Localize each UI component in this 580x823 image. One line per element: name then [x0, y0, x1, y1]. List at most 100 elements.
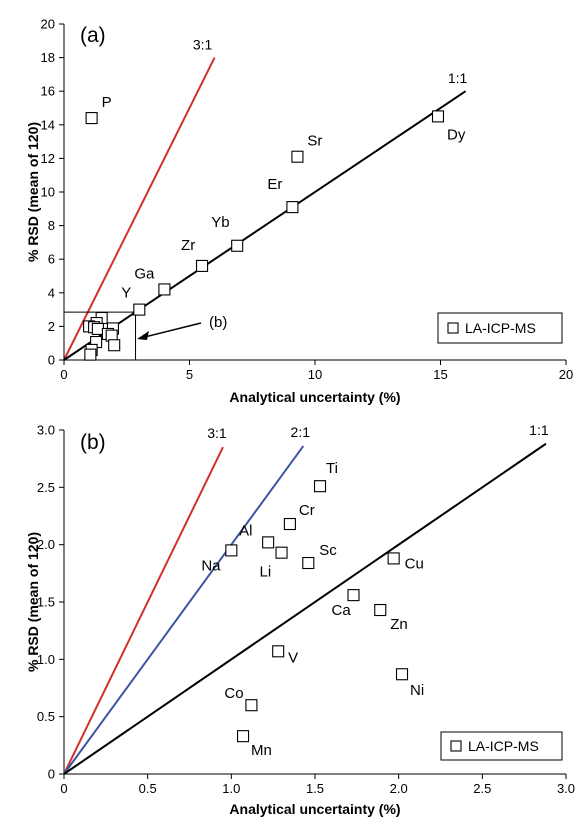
data-point-label: Mn [251, 742, 272, 759]
data-point-label: Zn [390, 616, 408, 633]
data-point-marker [225, 544, 238, 557]
y-tick-label: 16 [41, 84, 55, 99]
y-tick-label: 12 [41, 151, 55, 166]
data-point-marker [158, 283, 171, 296]
data-point-label: Sr [307, 133, 322, 150]
y-tick-label: 4 [48, 285, 55, 300]
ratio-line-label: 3:1 [207, 425, 227, 441]
data-point-label: Y [121, 285, 131, 302]
x-tick-label: 1.5 [306, 781, 324, 796]
data-point-label: Er [267, 176, 282, 193]
data-point-marker [286, 201, 299, 214]
y-tick-label: 8 [48, 218, 55, 233]
data-point-marker [231, 239, 244, 252]
data-point-label: Ni [410, 682, 424, 699]
y-tick-label: 18 [41, 50, 55, 65]
x-tick-label: 1.0 [222, 781, 240, 796]
y-tick-label: 6 [48, 252, 55, 267]
data-point-marker [395, 668, 409, 681]
data-point-marker [85, 112, 98, 125]
data-point-label: Yb [211, 214, 229, 231]
x-axis-label: Analytical uncertainty (%) [229, 389, 400, 405]
legend-label: LA-ICP-MS [468, 738, 539, 754]
data-point-label: Co [224, 685, 243, 702]
x-tick-label: 3.0 [557, 781, 575, 796]
y-axis-label: % RSD (mean of 120) [25, 122, 41, 262]
y-tick-label: 3.0 [37, 423, 55, 438]
data-point-label: Ga [134, 265, 155, 282]
data-point-marker [387, 552, 400, 565]
data-point-label: Li [260, 564, 272, 581]
data-point-marker [196, 259, 209, 272]
data-point-marker [262, 536, 275, 549]
y-tick-label: 0 [48, 767, 55, 782]
y-tick-label: 2.0 [37, 537, 55, 552]
legend: LA-ICP-MS [440, 731, 563, 761]
data-point-label: Cr [299, 502, 315, 519]
y-tick-label: 1.5 [37, 595, 55, 610]
y-tick-label: 0 [48, 353, 55, 368]
data-point-label: Zr [181, 237, 195, 254]
data-point-marker [347, 589, 360, 602]
panel-label: (a) [80, 24, 106, 47]
data-point-marker [91, 322, 104, 335]
ratio-line-2-1 [63, 445, 305, 775]
inset-arrow-head [137, 331, 149, 340]
data-point-marker [374, 603, 387, 617]
inset-arrow-shaft [145, 322, 202, 338]
inset-label: (b) [209, 314, 227, 331]
chart-panel-a: 0 5 10 15 20 0 2 4 6 8 10 12 14 16 18 20 Analytical unce… [25, 17, 573, 406]
legend-box [437, 312, 563, 344]
data-point-marker [108, 339, 121, 352]
legend-marker [450, 740, 462, 752]
x-tick-label: 0.5 [139, 781, 157, 796]
y-tick-label: 2 [48, 319, 55, 334]
data-point-label: Ca [331, 602, 351, 619]
x-tick-label: 2.5 [473, 781, 491, 796]
chart-panel-b: 0 0.5 1.0 1.5 2.0 2.5 3.0 0 0.5 1.0 1.5 2.0 2.5 3.0 An… [25, 422, 575, 817]
y-tick-label: 14 [41, 117, 55, 132]
panel-label: (b) [80, 431, 106, 454]
x-tick-label: 0 [60, 781, 67, 796]
legend: LA-ICP-MS [437, 312, 563, 344]
data-point-label: P [102, 94, 112, 111]
y-tick-label: 20 [41, 17, 55, 32]
y-tick-label: 0.5 [37, 709, 55, 724]
x-axis-label: Analytical uncertainty (%) [229, 801, 400, 817]
ratio-line-1-1 [63, 90, 467, 361]
data-point-marker [236, 730, 250, 743]
data-point-label: Al [239, 522, 252, 539]
ratio-line-3-1 [63, 446, 224, 775]
x-tick-label: 0 [60, 367, 67, 382]
y-tick-label: 2.5 [37, 480, 55, 495]
data-point-marker [291, 150, 304, 163]
data-point-marker [313, 480, 327, 493]
x-tick-label: 2.0 [390, 781, 408, 796]
x-tick-label: 5 [186, 367, 193, 382]
ratio-line-1-1 [63, 442, 547, 775]
data-point-label: Sc [319, 542, 337, 559]
ratio-line-label: 3:1 [193, 37, 213, 53]
y-tick-label: 10 [41, 185, 55, 200]
ratio-line-label: 1:1 [448, 70, 468, 86]
y-axis-label: % RSD (mean of 120) [25, 532, 41, 672]
data-point-marker [302, 556, 315, 570]
data-point-label: V [288, 649, 298, 666]
data-point-label: Ti [326, 460, 338, 477]
data-point-marker [133, 303, 146, 316]
data-point-marker [84, 348, 97, 361]
x-tick-label: 20 [559, 367, 573, 382]
x-tick-label: 10 [308, 367, 322, 382]
y-tick-label: 1.0 [37, 652, 55, 667]
data-point-marker [272, 645, 285, 658]
data-point-label: Na [201, 557, 221, 574]
data-point-marker [283, 517, 296, 531]
x-tick-label: 15 [433, 367, 447, 382]
data-point-marker [431, 110, 445, 123]
ratio-line-label: 1:1 [529, 422, 549, 438]
legend-marker [447, 322, 459, 334]
ratio-line-label: 2:1 [291, 424, 311, 440]
data-point-marker [275, 546, 288, 559]
ratio-line-3-1 [63, 57, 216, 361]
